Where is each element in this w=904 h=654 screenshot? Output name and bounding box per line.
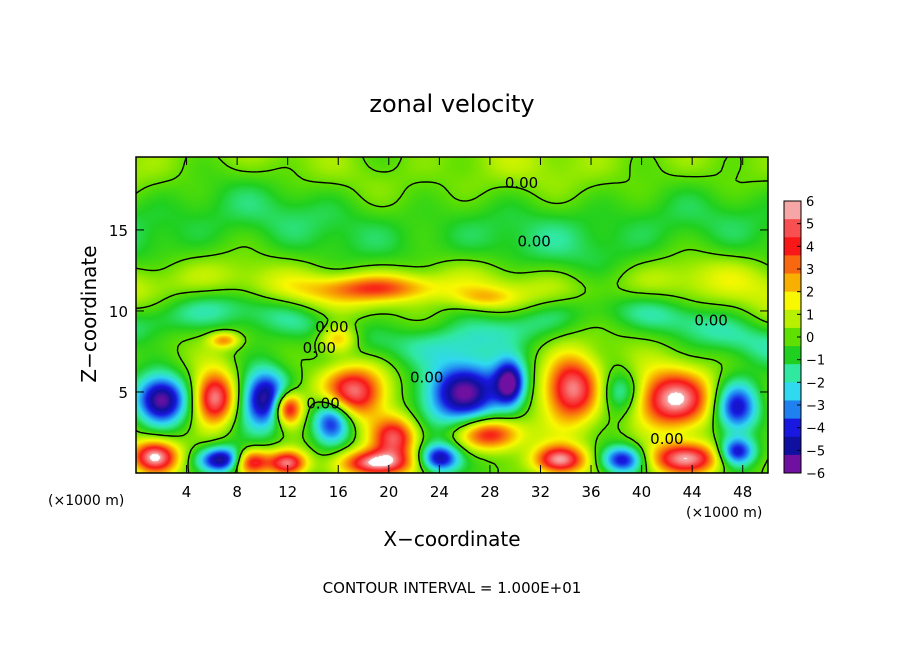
- x-tick-label: 24: [430, 483, 449, 501]
- contour-lines: [136, 157, 768, 473]
- colorbar-tick-label: 2: [806, 286, 814, 301]
- y-tick-label: 5: [118, 384, 128, 402]
- colorbar-swatch: [784, 237, 801, 256]
- x-unit-left: (×1000 m): [48, 493, 124, 509]
- contour-label: 0.00: [650, 430, 683, 448]
- contour-label: 0.00: [315, 318, 348, 336]
- y-tick-label: 15: [109, 222, 128, 240]
- colorbar-swatch: [784, 291, 801, 311]
- colorbar-tick-label: −5: [806, 444, 825, 459]
- colorbar-tick-label: 1: [806, 308, 814, 323]
- zero-contour: [136, 157, 768, 473]
- contour-label: 0.00: [505, 174, 538, 192]
- chart-title: zonal velocity: [369, 90, 534, 118]
- contour-label: 0.00: [303, 339, 336, 357]
- colorbar-swatch: [784, 327, 801, 347]
- y-axis-label: Z−coordinate: [77, 245, 101, 382]
- colorbar-tick-label: 6: [806, 195, 814, 210]
- colorbar-swatch: [784, 364, 801, 383]
- x-tick-label: 36: [581, 483, 600, 501]
- colorbar-swatch: [784, 382, 801, 401]
- velocity-field-shading: [136, 157, 768, 473]
- x-unit-right: (×1000 m): [686, 505, 762, 521]
- colorbar: 6 5 4 3 2 1 0 −1 −2 −3 −4 −5 −6: [783, 195, 825, 482]
- x-tick-label: 28: [480, 483, 499, 501]
- colorbar-tick-label: 4: [806, 240, 814, 255]
- x-tick-label: 8: [232, 483, 242, 501]
- x-axis: 4 8 12 16 20 24 28 32 36 40 44 48: [182, 157, 752, 501]
- colorbar-tick-label: −1: [806, 354, 825, 369]
- colorbar-swatch: [784, 436, 801, 456]
- x-tick-label: 16: [329, 483, 348, 501]
- colorbar-swatch: [784, 273, 801, 293]
- x-tick-label: 40: [632, 483, 651, 501]
- colorbar-tick-label: −3: [806, 399, 825, 414]
- y-axis: 5 10 15: [109, 222, 768, 402]
- colorbar-swatch: [784, 255, 801, 275]
- colorbar-tick-label: 5: [806, 218, 814, 233]
- colorbar-tick-label: 3: [806, 263, 814, 278]
- colorbar-swatch: [784, 201, 801, 220]
- contour-label: 0.00: [410, 368, 443, 386]
- x-tick-label: 20: [379, 483, 398, 501]
- colorbar-tick-label: −6: [806, 467, 825, 482]
- colorbar-tick-label: −4: [806, 422, 825, 437]
- x-tick-label: 44: [683, 483, 702, 501]
- colorbar-swatch: [784, 400, 801, 420]
- x-axis-label: X−coordinate: [383, 527, 520, 551]
- contour-label: 0.00: [306, 394, 339, 412]
- colorbar-tick-label: −2: [806, 376, 825, 391]
- contour-label: 0.00: [694, 312, 727, 330]
- colorbar-swatch: [784, 418, 801, 438]
- colorbar-swatch: [784, 309, 801, 329]
- plot-frame: [135, 156, 769, 474]
- y-tick-label: 10: [109, 303, 128, 321]
- x-tick-label: 48: [733, 483, 752, 501]
- contour-labels: 0.00 0.00 0.00 0.00 0.00 0.00 0.00 0.00: [303, 174, 728, 448]
- colorbar-tick-label: 0: [806, 331, 814, 346]
- x-tick-label: 32: [531, 483, 550, 501]
- colorbar-swatch: [784, 219, 801, 238]
- x-tick-label: 4: [182, 483, 192, 501]
- contour-interval-footer: CONTOUR INTERVAL = 1.000E+01: [323, 579, 582, 597]
- x-tick-label: 12: [278, 483, 297, 501]
- colorbar-swatch: [784, 454, 801, 474]
- contour-label: 0.00: [517, 232, 550, 250]
- colorbar-swatch: [784, 346, 801, 365]
